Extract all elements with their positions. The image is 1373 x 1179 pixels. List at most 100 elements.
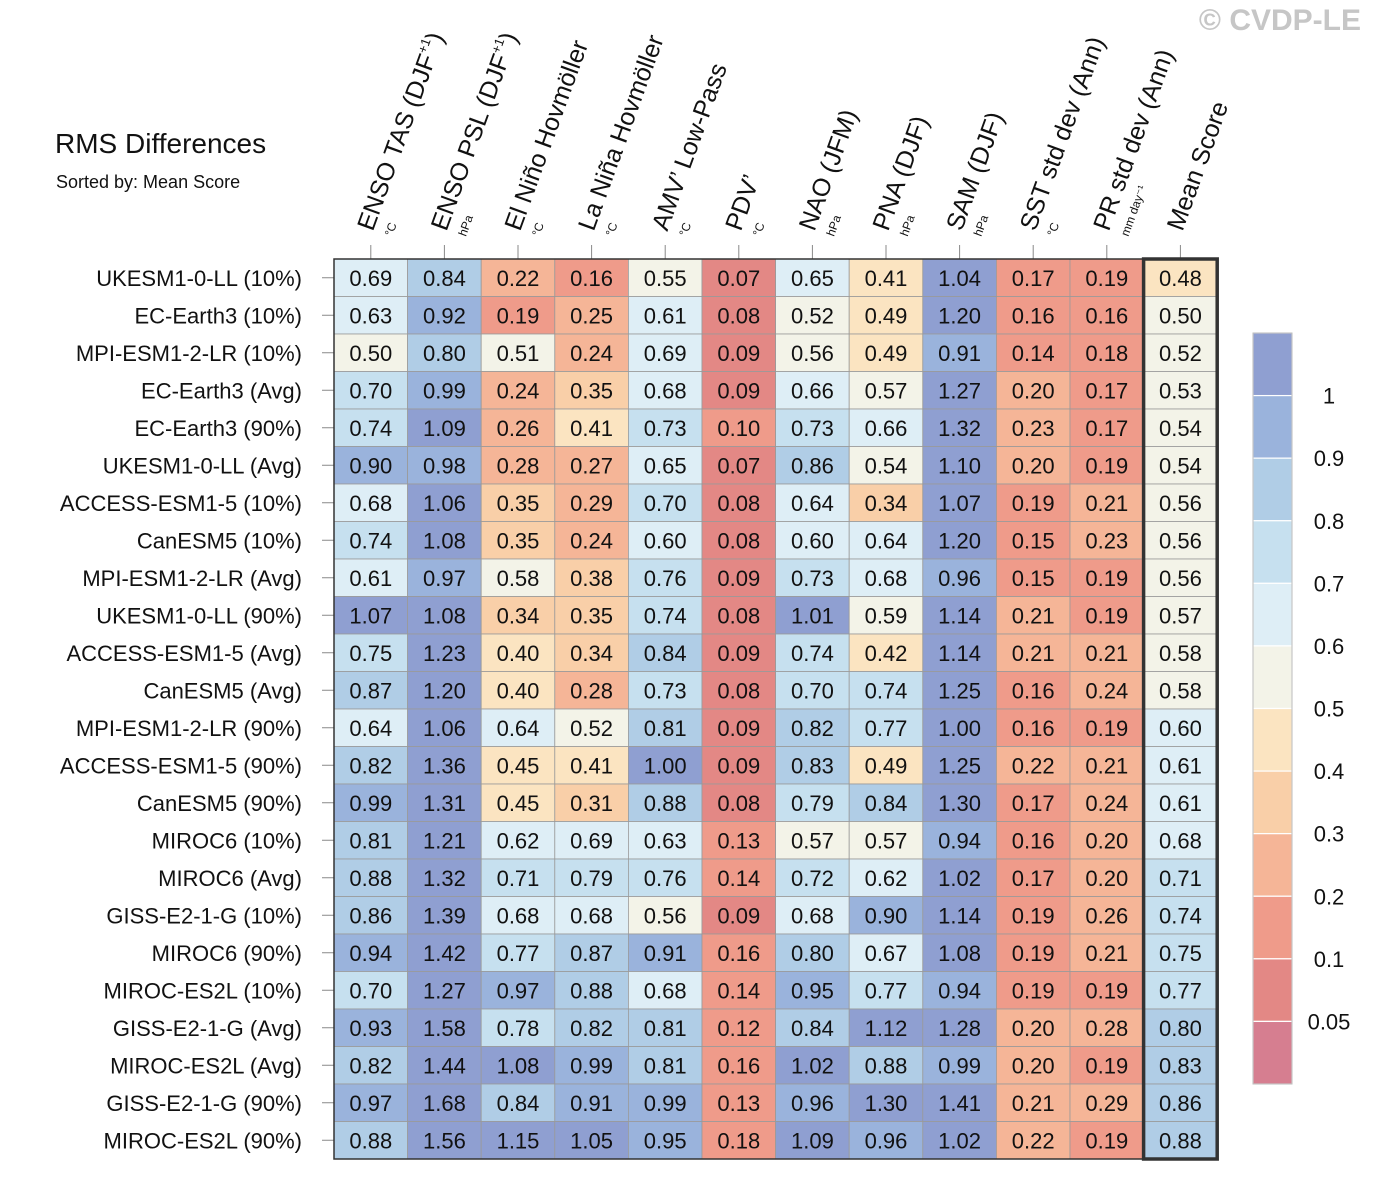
cell-value-label: 0.74: [791, 641, 834, 666]
row-label-canesm5-10: CanESM5 (10%): [137, 528, 302, 553]
cell-value-label: 0.77: [865, 978, 908, 1003]
heatmap-cell: [407, 333, 482, 372]
cell-value-label: 0.41: [865, 266, 908, 291]
cell-value-label: 1.02: [938, 866, 981, 891]
heatmap-cell: [922, 483, 997, 522]
cell-value-label: 0.59: [865, 603, 908, 628]
heatmap-cell: [628, 633, 703, 672]
cell-value-label: 0.61: [644, 303, 687, 328]
cell-value-label: 0.24: [1085, 791, 1128, 816]
cell-value-label: 1.10: [938, 453, 981, 478]
heatmap-cell: [1143, 896, 1218, 935]
cell-value-label: 1.25: [938, 753, 981, 778]
cell-value-label: 0.62: [865, 866, 908, 891]
colorbar-swatch: [1252, 645, 1293, 710]
heatmap-cell: [775, 671, 850, 710]
tick-marks: [322, 245, 1181, 1141]
heatmap-cell: [775, 1121, 850, 1160]
cell-value-label: 0.99: [423, 378, 466, 403]
heatmap-cell: [628, 596, 703, 635]
heatmap-cell: [1069, 933, 1144, 972]
heatmap-cell: [701, 1046, 776, 1085]
cell-value-label: 1.58: [423, 1016, 466, 1041]
heatmap-cell: [480, 258, 556, 297]
cell-value-label: 0.22: [1012, 753, 1055, 778]
cell-value-label: 0.13: [717, 828, 760, 853]
heatmap-cell: [1069, 708, 1144, 747]
cell-value-label: 0.19: [1085, 266, 1128, 291]
cell-value-label: 0.53: [1159, 378, 1202, 403]
heatmap-cell: [1069, 483, 1144, 522]
cell-value-label: 0.64: [791, 491, 834, 516]
column-headers: ENSO TAS (DJF+1)°C ENSO PSL (DJF+1)hPa El …: [351, 28, 1234, 238]
cell-value-label: 0.99: [938, 1053, 981, 1078]
heatmap-cell: [480, 746, 556, 785]
cell-value-label: 1.42: [423, 941, 466, 966]
heatmap-cell: [628, 933, 703, 972]
row-label-miroc-es2l-10: MIROC-ES2L (10%): [104, 978, 302, 1003]
row-label-access-esm1-5-avg: ACCESS-ESM1-5 (Avg): [66, 641, 302, 666]
row-label-miroc6-avg: MIROC6 (Avg): [158, 866, 302, 891]
cell-value-label: 0.68: [644, 378, 687, 403]
cell-value-label: 0.61: [1159, 791, 1202, 816]
heatmap-cells: 0.69 0.84 0.22 0.16 0.55 0.07 0.65 0.41 1.04 0.17…: [333, 258, 1218, 1160]
cell-value-label: 0.23: [1085, 528, 1128, 553]
cell-value-label: 0.69: [570, 828, 613, 853]
cell-value-label: 1.30: [938, 791, 981, 816]
heatmap-cell: [1069, 558, 1144, 597]
cell-value-label: 1.14: [938, 603, 981, 628]
cell-value-label: 0.10: [717, 416, 760, 441]
heatmap-cell: [848, 296, 924, 335]
cell-value-label: 0.09: [717, 903, 760, 928]
cell-value-label: 0.35: [570, 378, 613, 403]
cell-value-label: 0.95: [791, 978, 834, 1003]
cell-value-label: 1.21: [423, 828, 466, 853]
heatmap-cell: [701, 258, 776, 297]
cell-value-label: 0.94: [349, 941, 392, 966]
column-unit-label: °C: [750, 220, 768, 238]
cell-value-label: 0.38: [570, 566, 613, 591]
heatmap-cell: [848, 933, 924, 972]
heatmap-cell: [333, 746, 408, 785]
column-header-pdv: PDV’°C: [720, 171, 768, 238]
cell-value-label: 0.88: [644, 791, 687, 816]
cell-value-label: 0.16: [1012, 303, 1055, 328]
cell-value-label: 0.86: [1159, 1091, 1202, 1116]
heatmap-cell: [628, 371, 703, 410]
cell-value-label: 0.19: [1085, 1053, 1128, 1078]
row-label-miroc-es2l-avg: MIROC-ES2L (Avg): [110, 1053, 302, 1078]
cell-value-label: 0.91: [938, 341, 981, 366]
heatmap-cell: [922, 821, 997, 860]
copyright-watermark: © CVDP-LE: [1198, 4, 1361, 37]
heatmap-cell: [701, 858, 776, 897]
heatmap-cell: [996, 821, 1071, 860]
heatmap-cell: [628, 896, 703, 935]
cell-value-label: 1.14: [938, 903, 981, 928]
heatmap-cell: [1069, 446, 1144, 485]
heatmap-cell: [996, 896, 1071, 935]
cell-value-label: 0.09: [717, 641, 760, 666]
row-label-canesm5-90: CanESM5 (90%): [137, 791, 302, 816]
cell-value-label: 0.73: [791, 566, 834, 591]
heatmap-cell: [480, 971, 556, 1010]
heatmap-cell: [848, 671, 924, 710]
heatmap-cell: [996, 596, 1071, 635]
heatmap-cell: [1069, 1046, 1144, 1085]
cell-value-label: 0.84: [423, 266, 466, 291]
colorbar-swatch: [1252, 582, 1293, 647]
heatmap-cell: [922, 971, 997, 1010]
heatmap-cell: [480, 858, 556, 897]
cell-value-label: 1.12: [865, 1016, 908, 1041]
heatmap-cell: [554, 1083, 629, 1122]
cell-value-label: 0.52: [791, 303, 834, 328]
heatmap-cell: [1143, 971, 1218, 1010]
cell-value-label: 0.60: [1159, 716, 1202, 741]
heatmap-cell: [701, 783, 776, 822]
heatmap-cell: [554, 296, 629, 335]
cell-value-label: 0.17: [1012, 791, 1055, 816]
colorbar-swatch: [1252, 958, 1293, 1023]
heatmap-cell: [1143, 821, 1218, 860]
cell-value-label: 0.98: [423, 453, 466, 478]
cell-value-label: 0.84: [644, 641, 687, 666]
cell-value-label: 0.57: [791, 828, 834, 853]
